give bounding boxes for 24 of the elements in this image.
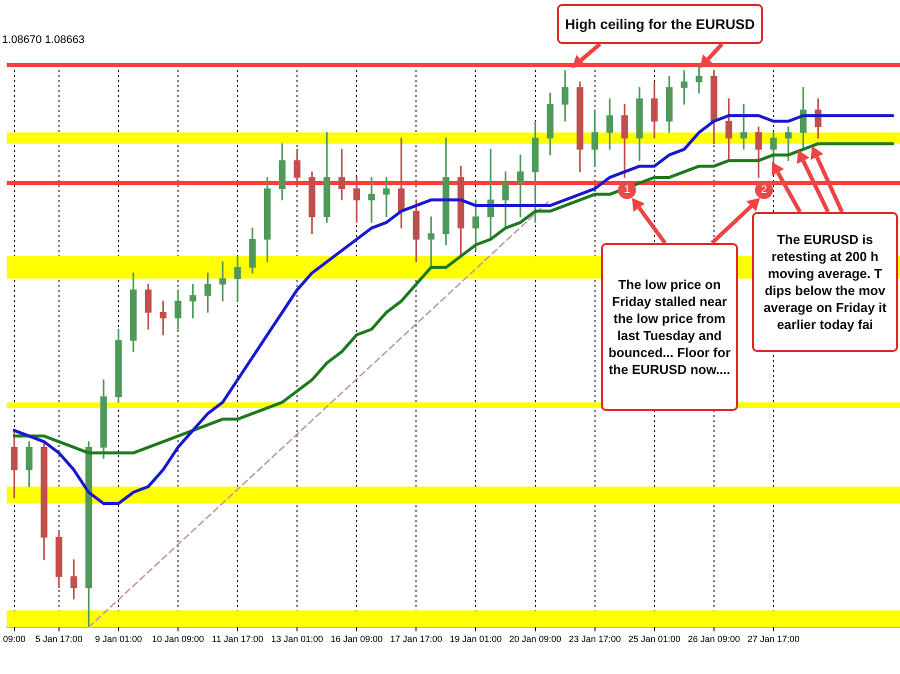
x-tick-label: 9 Jan 01:00 (94, 634, 142, 644)
x-tick-label: 25 Jan 01:00 (628, 634, 680, 644)
callout-box: The low price on Friday stalled near the low price from last Tuesday and bounced... Floor for the EURUSD now.... (601, 243, 738, 411)
x-tick-label: 13 Jan 01:00 (271, 634, 324, 644)
callout-box: High ceiling for the EURUSD (557, 4, 763, 44)
x-tick-label: 27 Jan 17:00 (747, 634, 800, 644)
annotation: 1 (624, 184, 630, 196)
x-tick-label: 23 Jan 17:00 (568, 634, 621, 644)
x-tick-label: 19 Jan 01:00 (450, 634, 502, 644)
x-tick-label: 09:00 (2, 634, 26, 644)
x-tick-label: 16 Jan 09:00 (330, 634, 383, 644)
x-tick-label: 5 Jan 17:00 (35, 634, 82, 644)
callout-box: The EURUSD is retesting at 200 h moving average. T dips below the mov average on Friday it earlier today fai (752, 212, 898, 352)
x-tick-label: 20 Jan 09:00 (509, 634, 562, 644)
text: 1.08670 1.08663 (2, 34, 85, 46)
annotation: 2 (760, 184, 768, 196)
annotation: The low price on Friday stalled near the low price from last Tuesday and bounced... Floor for the EURUSD now.... (607, 276, 732, 378)
annotation: The EURUSD is retesting at 200 h moving average. T dips below the mov average on Friday it earlier today fai (762, 231, 888, 333)
circle-badge: 1 (618, 181, 636, 199)
circle-badge: 2 (755, 181, 773, 199)
x-tick-label: 26 Jan 09:00 (688, 634, 740, 644)
x-tick-label: 11 Jan 17:00 (212, 634, 264, 644)
x-tick-label: 10 Jan 09:00 (152, 634, 204, 644)
x-tick-label: 17 Jan 17:00 (390, 634, 442, 644)
